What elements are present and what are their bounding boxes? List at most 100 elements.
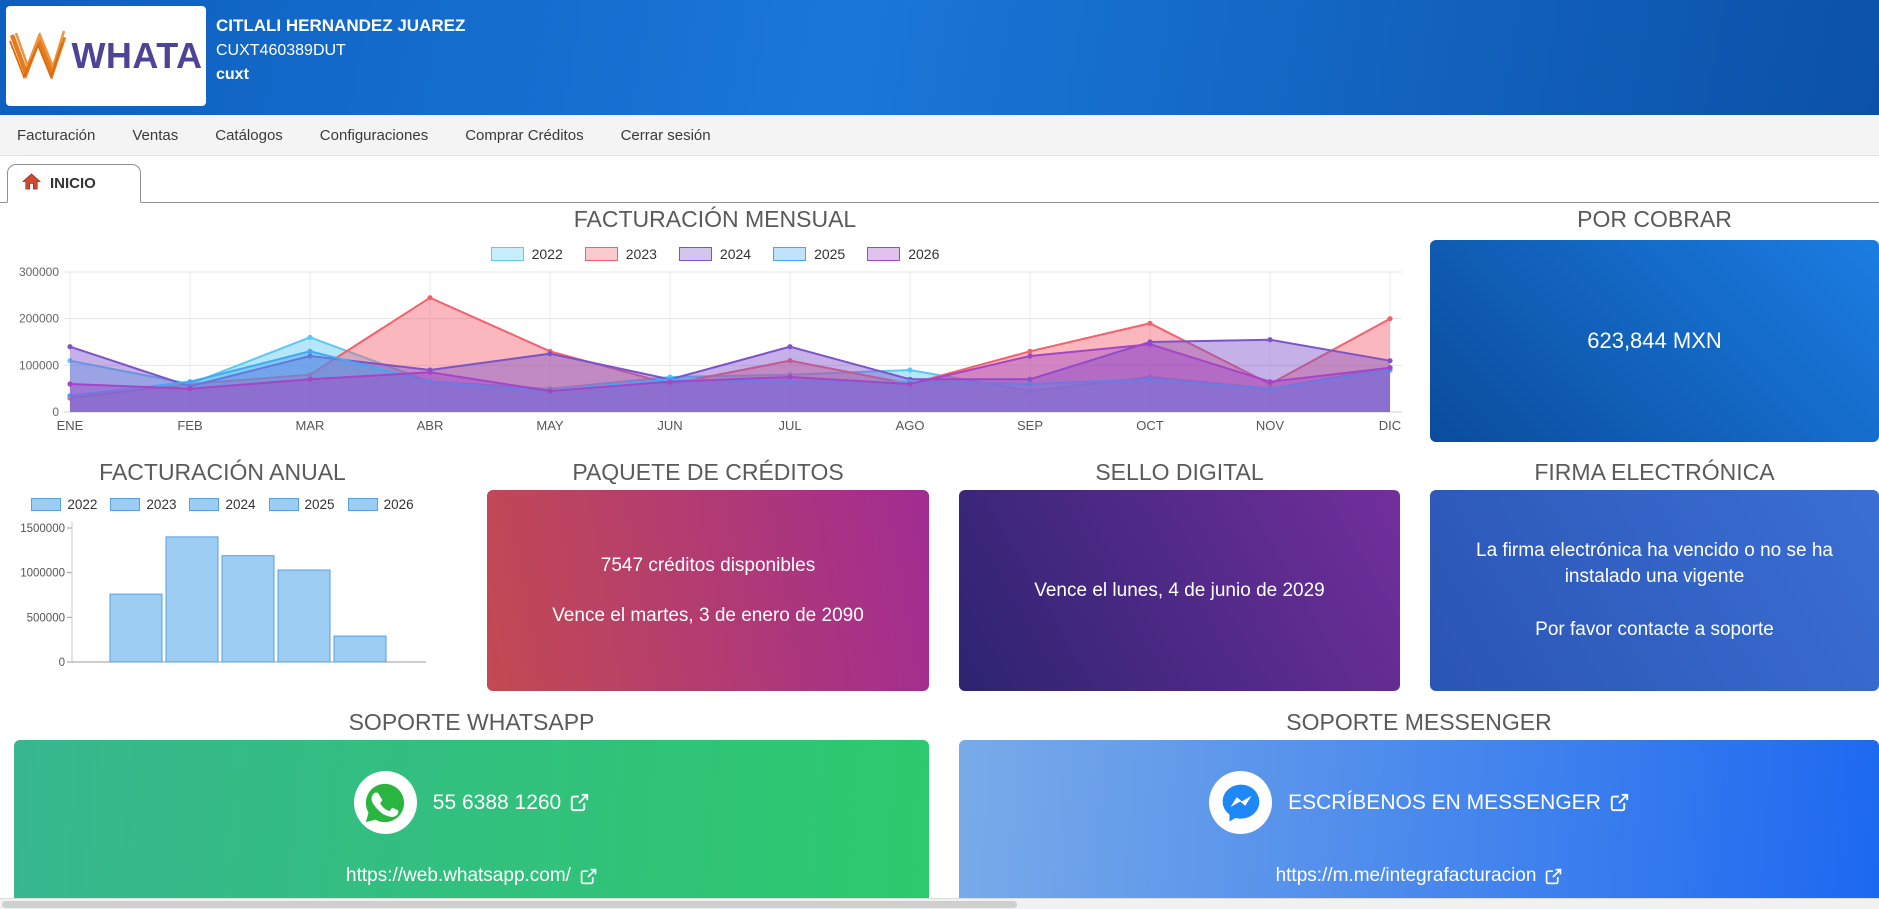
whatsapp-icon [353,771,417,834]
svg-text:1500000: 1500000 [20,523,65,535]
whatsapp-url: https://web.whatsapp.com/ [346,865,571,886]
svg-text:ABR: ABR [417,418,444,433]
firma-electronica-card: La firma electrónica ha vencido o no se … [1430,490,1879,691]
por-cobrar-title: POR COBRAR [1577,206,1732,232]
client-info: CITLALI HERNANDEZ JUAREZ CUXT460389DUT c… [216,16,465,84]
legend-item-2022[interactable]: 2022 [31,497,97,512]
sello-digital-card: Vence el lunes, 4 de junio de 2029 [959,490,1400,691]
legend-label: 2025 [814,246,846,262]
legend-swatch [678,247,712,261]
logo[interactable]: WHATA [6,6,206,106]
legend-swatch [189,498,220,511]
svg-text:1000000: 1000000 [20,568,65,580]
tab-inicio-label: INICIO [50,175,96,192]
legend-swatch [867,247,901,261]
monthly-legend: 2022 2023 2024 2025 2026 [0,246,1430,262]
legend-label: 2026 [383,497,414,512]
svg-text:DIC: DIC [1379,418,1401,433]
firma-status: La firma electrónica ha vencido o no se … [1476,539,1833,588]
legend-swatch [110,498,141,511]
legend-label: 2026 [908,246,940,262]
scrollbar-thumb[interactable] [2,901,1017,908]
nav-item-facturacion[interactable]: Facturación [17,126,96,144]
svg-text:ENE: ENE [57,418,84,433]
annual-chart-svg: 0 500000 1000000 1500000 [20,522,426,669]
external-link-icon [580,868,597,885]
messenger-url: https://m.me/integrafacturacion [1275,865,1537,886]
monthly-chart-svg: 0 100000 200000 300000 ENE FEB MAR ABR MAY JUN JUL… [19,265,1402,433]
external-link-icon [570,793,589,812]
nav-item-cerrar-sesion[interactable]: Cerrar sesión [620,126,711,144]
svg-text:FEB: FEB [177,418,202,433]
legend-swatch [584,247,618,261]
legend-item-2024[interactable]: 2024 [189,497,256,512]
por-cobrar-card: 623,844 MXN [1430,240,1879,442]
app-header: WHATA CITLALI HERNANDEZ JUAREZ CUXT46038… [0,0,1879,115]
svg-text:0: 0 [52,405,59,419]
external-link-icon [1545,868,1562,885]
legend-label: 2024 [719,246,752,262]
svg-text:JUL: JUL [778,418,801,433]
legend-label: 2024 [225,497,256,512]
legend-item-2023[interactable]: 2023 [584,246,657,262]
external-link-icon [1610,793,1629,812]
tab-inicio[interactable]: INICIO [7,164,141,203]
legend-swatch [31,498,62,511]
nav-item-catalogos[interactable]: Catálogos [215,126,283,144]
legend-item-2026[interactable]: 2026 [347,497,414,512]
sello-digital-title: SELLO DIGITAL [1095,459,1264,485]
client-user: cuxt [216,66,249,83]
messenger-card: ESCRÍBENOS EN MESSENGER https://m.me/int… [959,740,1879,905]
logo-text: WHATA [71,35,203,76]
svg-text:JUN: JUN [657,418,682,433]
nav-item-configuraciones[interactable]: Configuraciones [319,126,429,144]
svg-text:300000: 300000 [19,265,59,279]
sello-vencimiento: Vence el lunes, 4 de junio de 2029 [1034,579,1325,601]
messenger-cta: ESCRÍBENOS EN MESSENGER [1288,790,1601,814]
whatsapp-phone-link[interactable]: 55 6388 1260 [433,791,589,815]
svg-text:NOV: NOV [1256,418,1285,433]
home-icon [22,173,41,194]
nav-item-ventas[interactable]: Ventas [132,126,179,144]
svg-text:MAY: MAY [536,418,564,433]
horizontal-scrollbar[interactable] [0,898,1879,909]
legend-label: 2022 [67,497,98,512]
svg-text:AGO: AGO [896,418,925,433]
legend-swatch [490,247,524,261]
legend-item-2026[interactable]: 2026 [867,246,939,262]
legend-item-2023[interactable]: 2023 [110,497,176,512]
messenger-cta-link[interactable]: ESCRÍBENOS EN MESSENGER [1288,791,1629,815]
firma-contacto: Por favor contacte a soporte [1535,618,1774,640]
legend-swatch [773,247,807,261]
logo-zigzag-icon [9,27,67,86]
svg-text:SEP: SEP [1017,418,1043,433]
messenger-url-link[interactable]: https://m.me/integrafacturacion [959,865,1879,887]
whatsapp-card: 55 6388 1260 https://web.whatsapp.com/ [14,740,929,905]
nav: Facturación Ventas Catálogos Configuracione… [0,115,1879,156]
creditos-vencimiento: Vence el martes, 3 de enero de 2090 [552,604,864,626]
legend-swatch [268,498,299,511]
whatsapp-url-link[interactable]: https://web.whatsapp.com/ [14,865,929,887]
legend-label: 2023 [146,497,177,512]
monthly-chart-title: FACTURACIÓN MENSUAL [573,206,857,232]
legend-item-2025[interactable]: 2025 [773,246,845,262]
svg-text:OCT: OCT [1136,418,1164,433]
svg-text:500000: 500000 [27,612,65,624]
legend-swatch [347,498,378,511]
por-cobrar-amount: 623,844 MXN [1587,328,1722,353]
creditos-card: 7547 créditos disponibles Vence el marte… [487,490,929,691]
svg-text:200000: 200000 [19,312,59,326]
annual-chart-title: FACTURACIÓN ANUAL [99,459,346,485]
legend-item-2024[interactable]: 2024 [678,246,752,262]
legend-label: 2022 [531,246,563,262]
legend-label: 2025 [304,497,335,512]
messenger-title: SOPORTE MESSENGER [1286,709,1552,735]
legend-item-2022[interactable]: 2022 [490,246,563,262]
firma-electronica-title: FIRMA ELECTRÓNICA [1534,459,1775,485]
creditos-disponibles: 7547 créditos disponibles [600,554,816,576]
tab-bar: INICIO [0,156,1879,203]
svg-text:100000: 100000 [19,358,59,372]
nav-item-comprar-creditos[interactable]: Comprar Créditos [465,126,584,144]
legend-item-2025[interactable]: 2025 [268,497,335,512]
annual-legend: 2022 2023 2024 2025 2026 [10,497,435,512]
